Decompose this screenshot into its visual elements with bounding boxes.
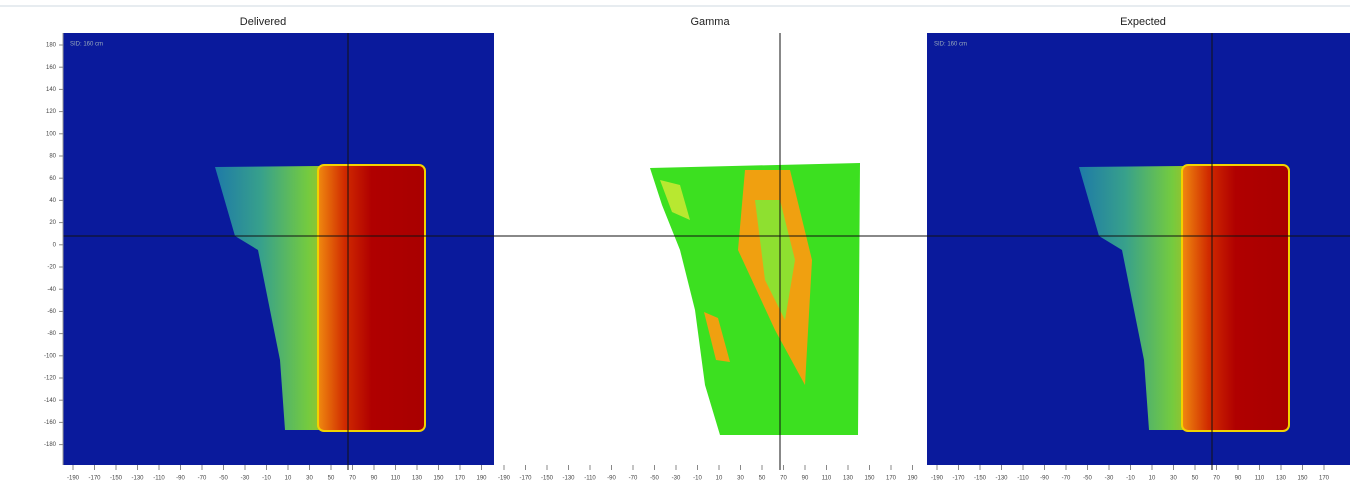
x-tick-label: 50: [328, 476, 335, 482]
x-tick-label: -190: [931, 476, 944, 482]
x-tick-label: -170: [952, 476, 965, 482]
x-tick-label: 50: [1192, 476, 1199, 482]
y-tick-label: 100: [46, 131, 57, 137]
x-tick-label: 70: [1213, 476, 1220, 482]
x-tick-label: -170: [519, 476, 532, 482]
x-tick-label: 90: [802, 476, 809, 482]
x-tick-label: 10: [716, 476, 723, 482]
panel-title: Expected: [1120, 16, 1166, 28]
x-tick-label: 170: [455, 476, 466, 482]
x-tick-label: -30: [672, 476, 681, 482]
x-tick-label: 110: [1255, 476, 1265, 482]
y-tick-label: -80: [47, 331, 56, 337]
x-tick-label: -50: [219, 476, 228, 482]
x-tick-label: 130: [412, 476, 423, 482]
x-tick-label: -10: [262, 476, 271, 482]
expected-image: [926, 32, 1350, 466]
x-tick-label: -90: [176, 476, 185, 482]
y-tick-label: 140: [46, 87, 57, 93]
crosshair: [63, 33, 1350, 470]
x-tick-label: 70: [780, 476, 787, 482]
x-tick-label: -190: [498, 476, 511, 482]
gamma-image: [650, 163, 860, 435]
y-tick-label: 0: [53, 242, 57, 248]
panel-title: Delivered: [240, 16, 286, 28]
x-tick-label: 30: [306, 476, 313, 482]
x-tick-label: -150: [974, 476, 987, 482]
x-tick-label: -70: [198, 476, 207, 482]
y-tick-label: -180: [44, 442, 57, 448]
y-tick-label: 60: [49, 176, 56, 182]
x-tick-label: -50: [1083, 476, 1092, 482]
x-tick-label: -70: [1062, 476, 1071, 482]
x-tick-label: 170: [886, 476, 897, 482]
x-tick-label: 150: [1297, 476, 1308, 482]
y-tick-label: 80: [49, 154, 56, 160]
delivered-image: [62, 32, 495, 466]
x-tick-label: 190: [476, 476, 487, 482]
x-tick-label: 190: [907, 476, 918, 482]
y-tick-label: -40: [47, 287, 56, 293]
x-tick-label: 110: [391, 476, 401, 482]
y-tick-label: 120: [46, 109, 57, 115]
y-tick-label: -60: [47, 309, 56, 315]
y-tick-label: -20: [47, 265, 56, 271]
x-tick-label: -90: [607, 476, 616, 482]
x-tick-label: 130: [843, 476, 854, 482]
x-tick-label: 90: [1235, 476, 1242, 482]
x-tick-label: 10: [285, 476, 292, 482]
x-tick-label: 170: [1319, 476, 1330, 482]
x-tick-label: -50: [650, 476, 659, 482]
x-tick-label: 70: [349, 476, 356, 482]
y-tick-label: 160: [46, 65, 57, 71]
y-tick-label: 180: [46, 43, 57, 49]
y-tick-label: 20: [49, 220, 56, 226]
x-tick-label: -110: [153, 476, 165, 482]
x-tick-label: -10: [1126, 476, 1135, 482]
x-tick-label: 150: [433, 476, 444, 482]
x-tick-label: -150: [110, 476, 123, 482]
x-tick-label: -70: [629, 476, 638, 482]
x-tick-label: -110: [584, 476, 596, 482]
x-tick-label: -170: [88, 476, 101, 482]
x-tick-label: 50: [759, 476, 766, 482]
x-tick-label: 10: [1149, 476, 1156, 482]
y-tick-label: -120: [44, 376, 57, 382]
x-tick-label: -150: [541, 476, 554, 482]
sid-label: SID: 160 cm: [934, 42, 967, 48]
y-tick-label: -140: [44, 398, 57, 404]
x-tick-label: 150: [864, 476, 875, 482]
x-tick-label: 130: [1276, 476, 1287, 482]
x-tick-label: -90: [1040, 476, 1049, 482]
x-tick-label: -30: [1105, 476, 1114, 482]
y-tick-label: 40: [49, 198, 56, 204]
sid-label: SID: 160 cm: [70, 42, 103, 48]
y-tick-label: -160: [44, 420, 57, 426]
x-tick-label: -190: [67, 476, 80, 482]
x-tick-label: 110: [822, 476, 832, 482]
x-tick-label: -30: [241, 476, 250, 482]
y-tick-label: -100: [44, 353, 57, 359]
x-tick-label: -110: [1017, 476, 1029, 482]
x-tick-label: -10: [693, 476, 702, 482]
x-tick-label: -130: [995, 476, 1008, 482]
panel-title: Gamma: [690, 16, 730, 28]
x-tick-label: 30: [1170, 476, 1177, 482]
x-tick-label: 90: [371, 476, 378, 482]
x-tick-label: -130: [562, 476, 575, 482]
x-tick-label: -130: [131, 476, 144, 482]
x-tick-label: 30: [737, 476, 744, 482]
